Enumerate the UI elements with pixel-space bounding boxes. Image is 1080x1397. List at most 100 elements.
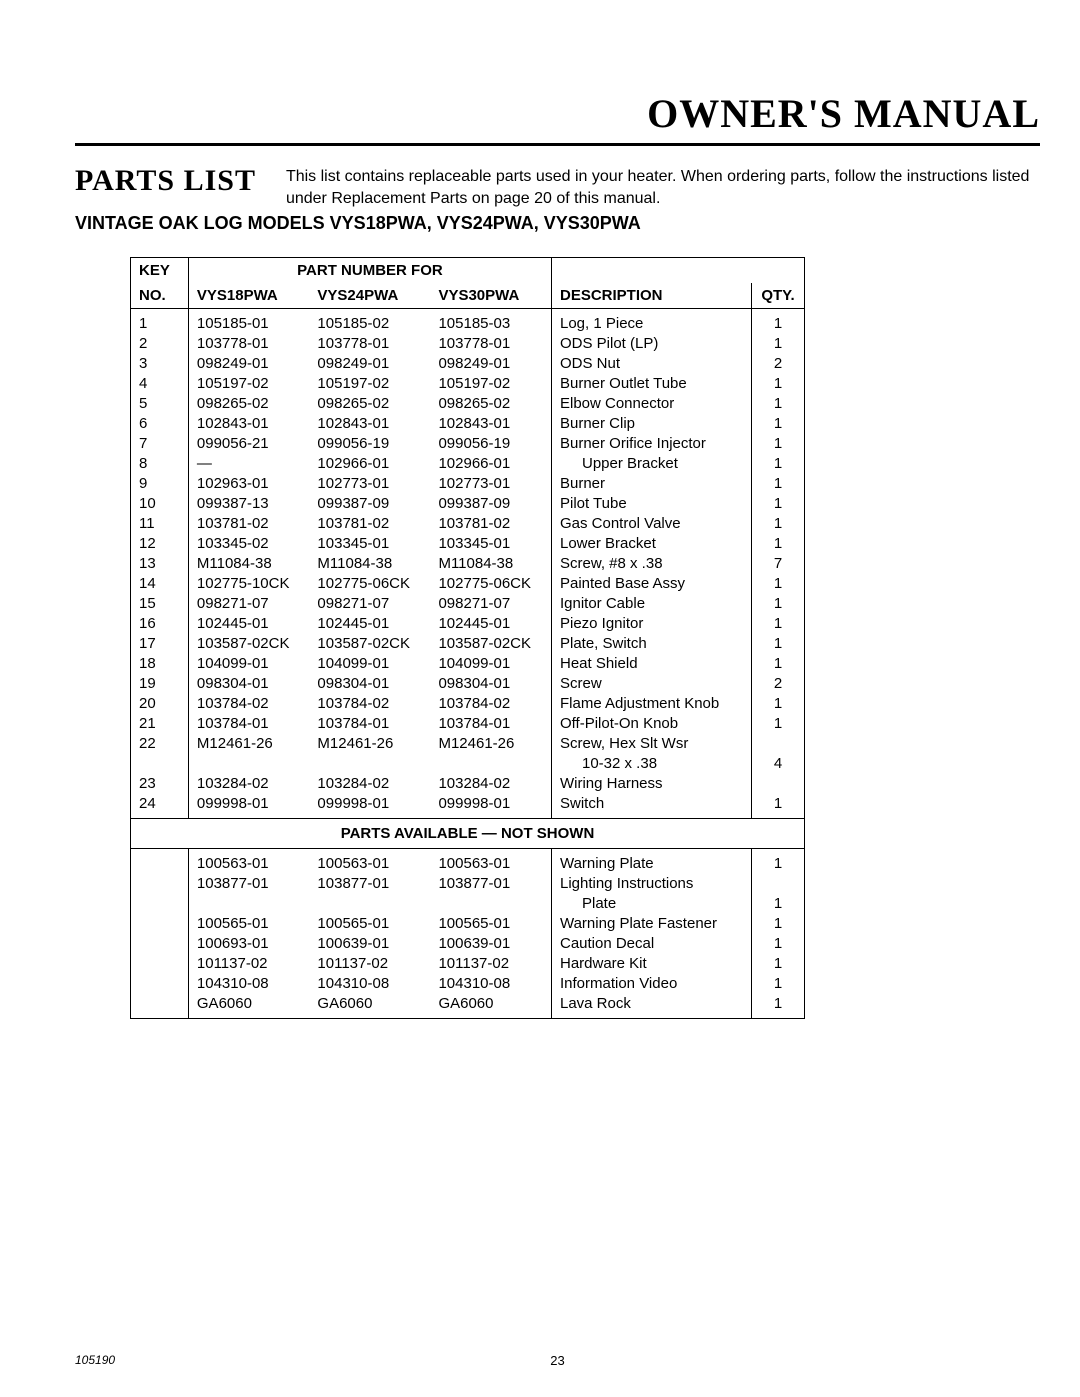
table-row: GA6060GA6060GA6060Lava Rock1 — [131, 994, 805, 1019]
cell: — — [188, 454, 309, 474]
cell — [751, 734, 804, 754]
cell: 104099-01 — [309, 654, 430, 674]
cell: Information Video — [551, 974, 751, 994]
cell: 1 — [751, 714, 804, 734]
cell: 102775-10CK — [188, 574, 309, 594]
cell: 099387-13 — [188, 494, 309, 514]
cell: 098304-01 — [188, 674, 309, 694]
cell: Lighting Instructions — [551, 874, 751, 894]
th-part-group: PART NUMBER FOR — [188, 258, 551, 284]
table-row: 4105197-02105197-02105197-02Burner Outle… — [131, 374, 805, 394]
cell: 1 — [751, 614, 804, 634]
cell: 6 — [131, 414, 189, 434]
cell: 12 — [131, 534, 189, 554]
cell: 099387-09 — [309, 494, 430, 514]
cell: Burner — [551, 474, 751, 494]
cell: 102963-01 — [188, 474, 309, 494]
cell: 104310-08 — [188, 974, 309, 994]
cell: 103587-02CK — [309, 634, 430, 654]
cell — [430, 754, 551, 774]
cell: 102445-01 — [309, 614, 430, 634]
cell: 1 — [751, 654, 804, 674]
cell — [131, 954, 189, 974]
table-row: 8—102966-01102966-01Upper Bracket1 — [131, 454, 805, 474]
cell: 100563-01 — [430, 849, 551, 874]
cell — [131, 934, 189, 954]
cell: 1 — [751, 894, 804, 914]
table-row: 10-32 x .384 — [131, 754, 805, 774]
cell: 104099-01 — [430, 654, 551, 674]
cell: 102775-06CK — [430, 574, 551, 594]
table-row: 3098249-01098249-01098249-01ODS Nut2 — [131, 354, 805, 374]
table-row: 2103778-01103778-01103778-01ODS Pilot (L… — [131, 334, 805, 354]
cell: 1 — [751, 634, 804, 654]
table-row: 19098304-01098304-01098304-01Screw2 — [131, 674, 805, 694]
table-row: 17103587-02CK103587-02CK103587-02CKPlate… — [131, 634, 805, 654]
cell: M11084-38 — [188, 554, 309, 574]
cell: 100565-01 — [309, 914, 430, 934]
cell: 10 — [131, 494, 189, 514]
cell: Screw — [551, 674, 751, 694]
cell: 100693-01 — [188, 934, 309, 954]
cell: 103781-02 — [430, 514, 551, 534]
table-row: 100563-01100563-01100563-01Warning Plate… — [131, 849, 805, 874]
cell: 1 — [751, 954, 804, 974]
cell: 102775-06CK — [309, 574, 430, 594]
cell: 103284-02 — [430, 774, 551, 794]
cell: Ignitor Cable — [551, 594, 751, 614]
cell: 4 — [131, 374, 189, 394]
table-row: 103877-01103877-01103877-01Lighting Inst… — [131, 874, 805, 894]
cell — [309, 754, 430, 774]
th-key: KEY — [131, 258, 189, 284]
cell: Flame Adjustment Knob — [551, 694, 751, 714]
cell: 102843-01 — [309, 414, 430, 434]
cell: 099998-01 — [430, 794, 551, 819]
cell: 1 — [751, 334, 804, 354]
cell — [751, 874, 804, 894]
cell: 102773-01 — [430, 474, 551, 494]
cell: 100565-01 — [188, 914, 309, 934]
table-row: 1105185-01105185-02105185-03Log, 1 Piece… — [131, 309, 805, 334]
cell: M11084-38 — [309, 554, 430, 574]
cell — [131, 994, 189, 1019]
cell: 103345-01 — [430, 534, 551, 554]
cell: 103587-02CK — [430, 634, 551, 654]
th-no: NO. — [131, 283, 189, 309]
cell: 1 — [751, 514, 804, 534]
cell — [188, 754, 309, 774]
cell: Lava Rock — [551, 994, 751, 1019]
cell: M12461-26 — [188, 734, 309, 754]
cell: 103345-01 — [309, 534, 430, 554]
table-row: 12103345-02103345-01103345-01Lower Brack… — [131, 534, 805, 554]
cell: 1 — [751, 309, 804, 334]
cell: 103877-01 — [430, 874, 551, 894]
cell: 23 — [131, 774, 189, 794]
cell: 100639-01 — [309, 934, 430, 954]
cell: 102445-01 — [430, 614, 551, 634]
intro-text: This list contains replaceable parts use… — [286, 166, 1040, 209]
cell: Screw, #8 x .38 — [551, 554, 751, 574]
cell: 11 — [131, 514, 189, 534]
cell: Warning Plate Fastener — [551, 914, 751, 934]
footer-page-number: 23 — [550, 1353, 564, 1368]
cell: 102843-01 — [188, 414, 309, 434]
cell: Elbow Connector — [551, 394, 751, 414]
cell: 14 — [131, 574, 189, 594]
cell: 22 — [131, 734, 189, 754]
cell: 102445-01 — [188, 614, 309, 634]
table-row: 7099056-21099056-19099056-19Burner Orifi… — [131, 434, 805, 454]
table-row: 16102445-01102445-01102445-01Piezo Ignit… — [131, 614, 805, 634]
cell: 1 — [751, 414, 804, 434]
cell — [131, 754, 189, 774]
cell: GA6060 — [188, 994, 309, 1019]
cell: 1 — [751, 974, 804, 994]
section-title: PARTS LIST — [75, 164, 256, 198]
table-row: 20103784-02103784-02103784-02Flame Adjus… — [131, 694, 805, 714]
cell: Gas Control Valve — [551, 514, 751, 534]
cell: 2 — [751, 354, 804, 374]
cell: Burner Orifice Injector — [551, 434, 751, 454]
cell: 100639-01 — [430, 934, 551, 954]
cell — [131, 914, 189, 934]
cell: Hardware Kit — [551, 954, 751, 974]
not-shown-header: PARTS AVAILABLE — NOT SHOWN — [131, 819, 805, 849]
